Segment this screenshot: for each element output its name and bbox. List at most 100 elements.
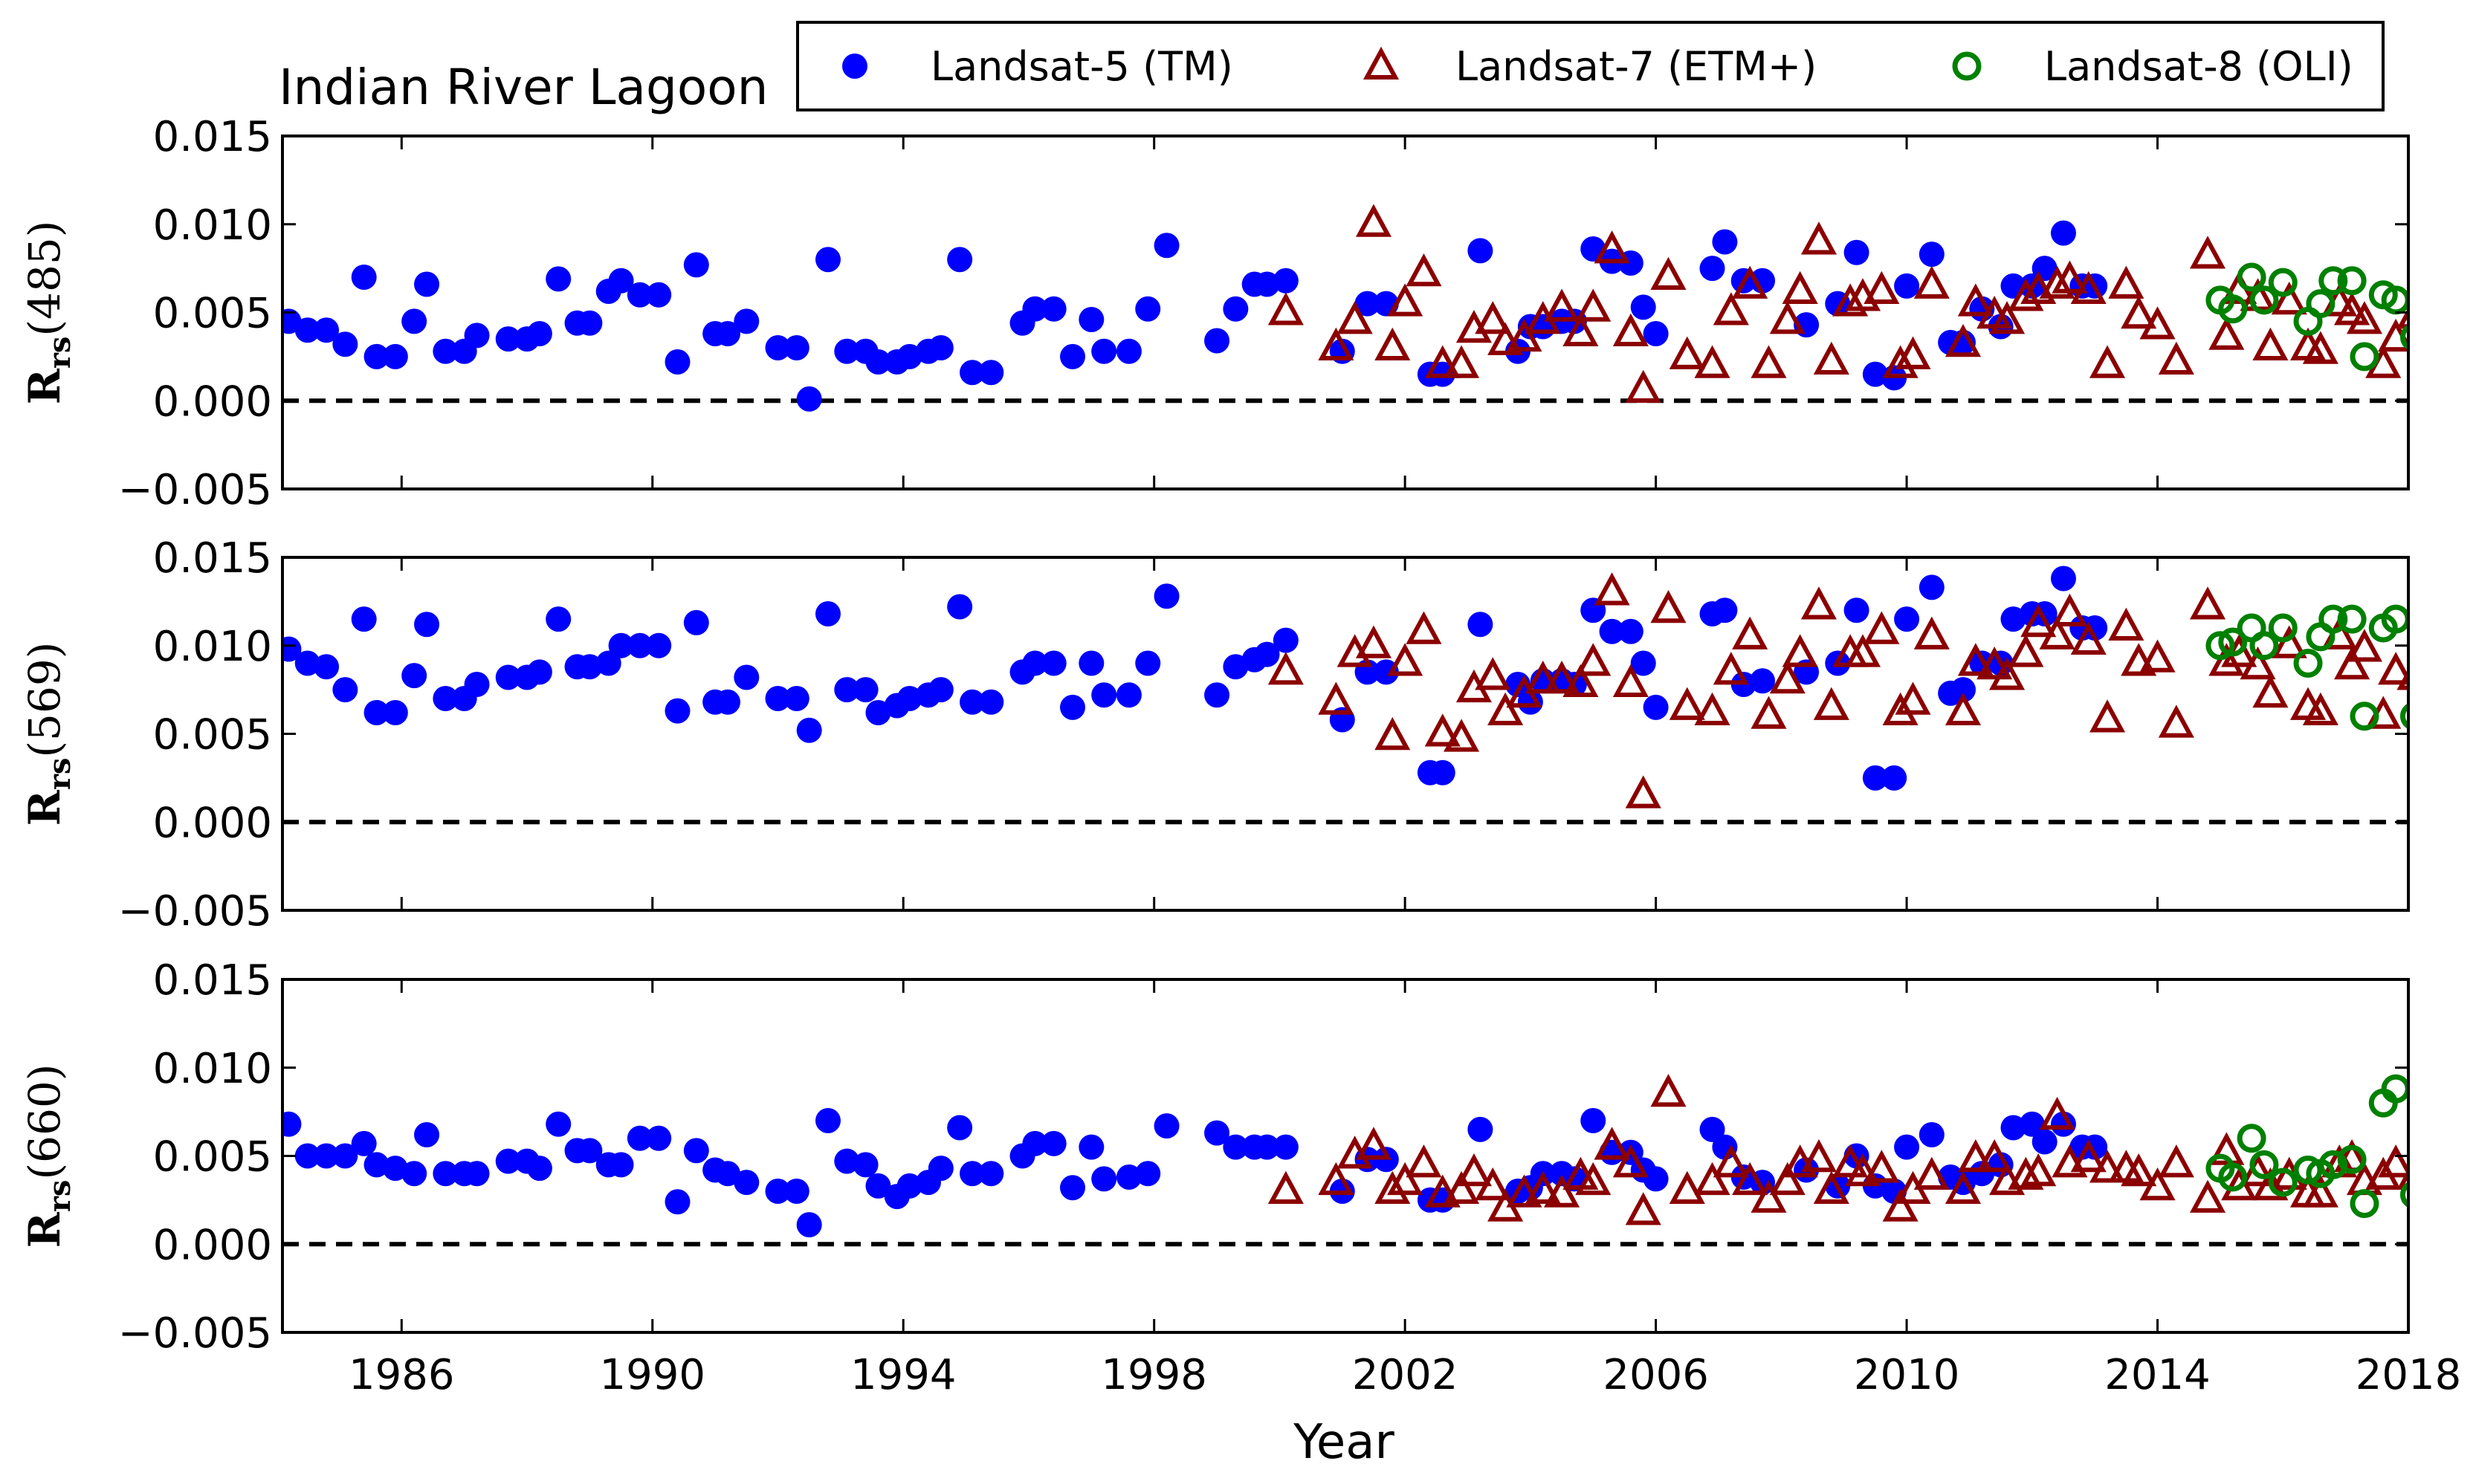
- point-landsat7: [1455, 1153, 1492, 1187]
- x-tick-label: 1990: [600, 1351, 706, 1399]
- point-landsat5: [1750, 668, 1776, 694]
- point-landsat7: [1374, 716, 1411, 751]
- point-landsat5: [608, 632, 634, 658]
- point-landsat5: [351, 265, 377, 290]
- point-landsat5: [683, 609, 709, 635]
- point-landsat5: [978, 1161, 1004, 1187]
- point-landsat5: [834, 677, 860, 703]
- point-landsat5: [464, 672, 490, 697]
- point-landsat5: [928, 1156, 954, 1182]
- point-landsat5: [1204, 328, 1230, 354]
- point-landsat7: [1713, 1144, 1749, 1178]
- point-landsat7: [1800, 1138, 1837, 1173]
- y-tick-label: −0.005: [118, 1309, 272, 1358]
- point-landsat8: [2337, 1144, 2367, 1174]
- point-landsat7: [1769, 1161, 1806, 1196]
- point-landsat5: [1843, 239, 1869, 265]
- legend-label-landsat5: Landsat-5 (TM): [931, 43, 1233, 90]
- x-tick-label: 2010: [1854, 1351, 1960, 1399]
- point-landsat7: [1487, 692, 1524, 725]
- legend: Landsat-5 (TM) Landsat-7 (ETM+) Landsat-…: [796, 21, 2385, 111]
- point-landsat7: [2346, 301, 2382, 334]
- point-landsat5: [815, 247, 841, 273]
- point-landsat5: [978, 689, 1004, 715]
- point-landsat5: [1154, 1113, 1180, 1139]
- point-landsat5: [1254, 641, 1280, 667]
- point-landsat5: [947, 247, 973, 273]
- x-tick-label: 2006: [1603, 1351, 1709, 1399]
- point-landsat5: [683, 1138, 709, 1164]
- point-landsat7: [2052, 593, 2088, 626]
- point-landsat5: [1467, 238, 1493, 264]
- point-landsat7: [1669, 336, 1705, 369]
- point-landsat7: [2121, 295, 2157, 329]
- point-landsat7: [1387, 283, 1423, 317]
- y-tick-label: 0.000: [153, 799, 272, 847]
- point-landsat7: [1444, 719, 1480, 752]
- point-landsat7: [1957, 1138, 1994, 1173]
- point-landsat5: [1712, 597, 1738, 623]
- point-landsat7: [1800, 221, 1837, 255]
- point-landsat7: [2432, 362, 2460, 388]
- point-landsat7: [1732, 265, 1768, 299]
- point-landsat7: [1575, 1161, 1612, 1196]
- point-landsat5: [1060, 343, 1086, 369]
- point-landsat5: [1580, 1108, 1606, 1133]
- point-landsat5: [577, 310, 603, 336]
- point-landsat7: [1575, 288, 1612, 322]
- point-landsat8: [2428, 1165, 2451, 1189]
- y-tick-label: 0.010: [153, 623, 272, 671]
- y-tick-label: 0.015: [153, 534, 272, 583]
- x-axis-label: Year: [1293, 1415, 1394, 1470]
- point-landsat5: [2050, 220, 2076, 246]
- y-tick-label: 0.015: [153, 113, 272, 161]
- point-landsat7: [1650, 1074, 1687, 1107]
- point-landsat5: [665, 1189, 691, 1215]
- panel-frame: [281, 135, 2410, 490]
- point-landsat5: [608, 268, 634, 294]
- point-landsat5: [2000, 1115, 2026, 1141]
- point-landsat7: [2121, 643, 2157, 676]
- point-landsat7: [1525, 1170, 1561, 1204]
- point-landsat5: [2050, 566, 2076, 592]
- point-landsat5: [1750, 268, 1776, 294]
- point-landsat7: [1713, 652, 1749, 685]
- point-landsat8: [2237, 1124, 2266, 1153]
- point-landsat8: [2318, 604, 2348, 634]
- legend-marker-landsat8: [1952, 51, 1982, 81]
- y-axis-label: Rrs(485): [19, 221, 77, 405]
- point-landsat8: [2399, 1182, 2408, 1208]
- y-axis-label: Rrs(569): [19, 642, 77, 826]
- point-landsat5: [1204, 1120, 1230, 1146]
- point-landsat5: [2031, 1129, 2058, 1155]
- point-landsat5: [1862, 765, 1888, 791]
- point-landsat7: [1694, 692, 1730, 725]
- point-landsat5: [282, 1111, 302, 1137]
- point-landsat8: [2218, 627, 2248, 657]
- point-landsat5: [1223, 1134, 1249, 1160]
- point-landsat7: [2271, 625, 2307, 658]
- point-landsat7: [1782, 270, 1818, 304]
- point-landsat5: [765, 1179, 791, 1204]
- point-landsat5: [294, 317, 320, 343]
- point-landsat7: [1913, 1156, 1950, 1190]
- point-landsat5: [928, 335, 954, 360]
- point-landsat5: [526, 1156, 552, 1182]
- point-landsat7: [1355, 625, 1392, 658]
- point-landsat8: [2428, 350, 2451, 374]
- point-landsat7: [2413, 283, 2441, 309]
- point-landsat7: [1267, 292, 1304, 325]
- point-landsat7: [2378, 652, 2408, 685]
- point-landsat8: [2318, 266, 2348, 296]
- point-landsat7: [1374, 327, 1411, 360]
- point-landsat5: [1022, 1130, 1048, 1156]
- point-landsat7: [1544, 1174, 1580, 1208]
- point-landsat5: [294, 1143, 320, 1169]
- point-landsat7: [1406, 253, 1442, 287]
- point-landsat5: [734, 664, 760, 690]
- point-landsat7: [2089, 345, 2126, 378]
- point-landsat7: [1625, 775, 1661, 809]
- panels-container: 0.015 0.010 0.005 0.000 −0.005 Rrs(485) 0.015 0…: [19, 113, 2461, 1399]
- point-landsat5: [495, 1148, 521, 1174]
- point-landsat7: [2052, 260, 2088, 294]
